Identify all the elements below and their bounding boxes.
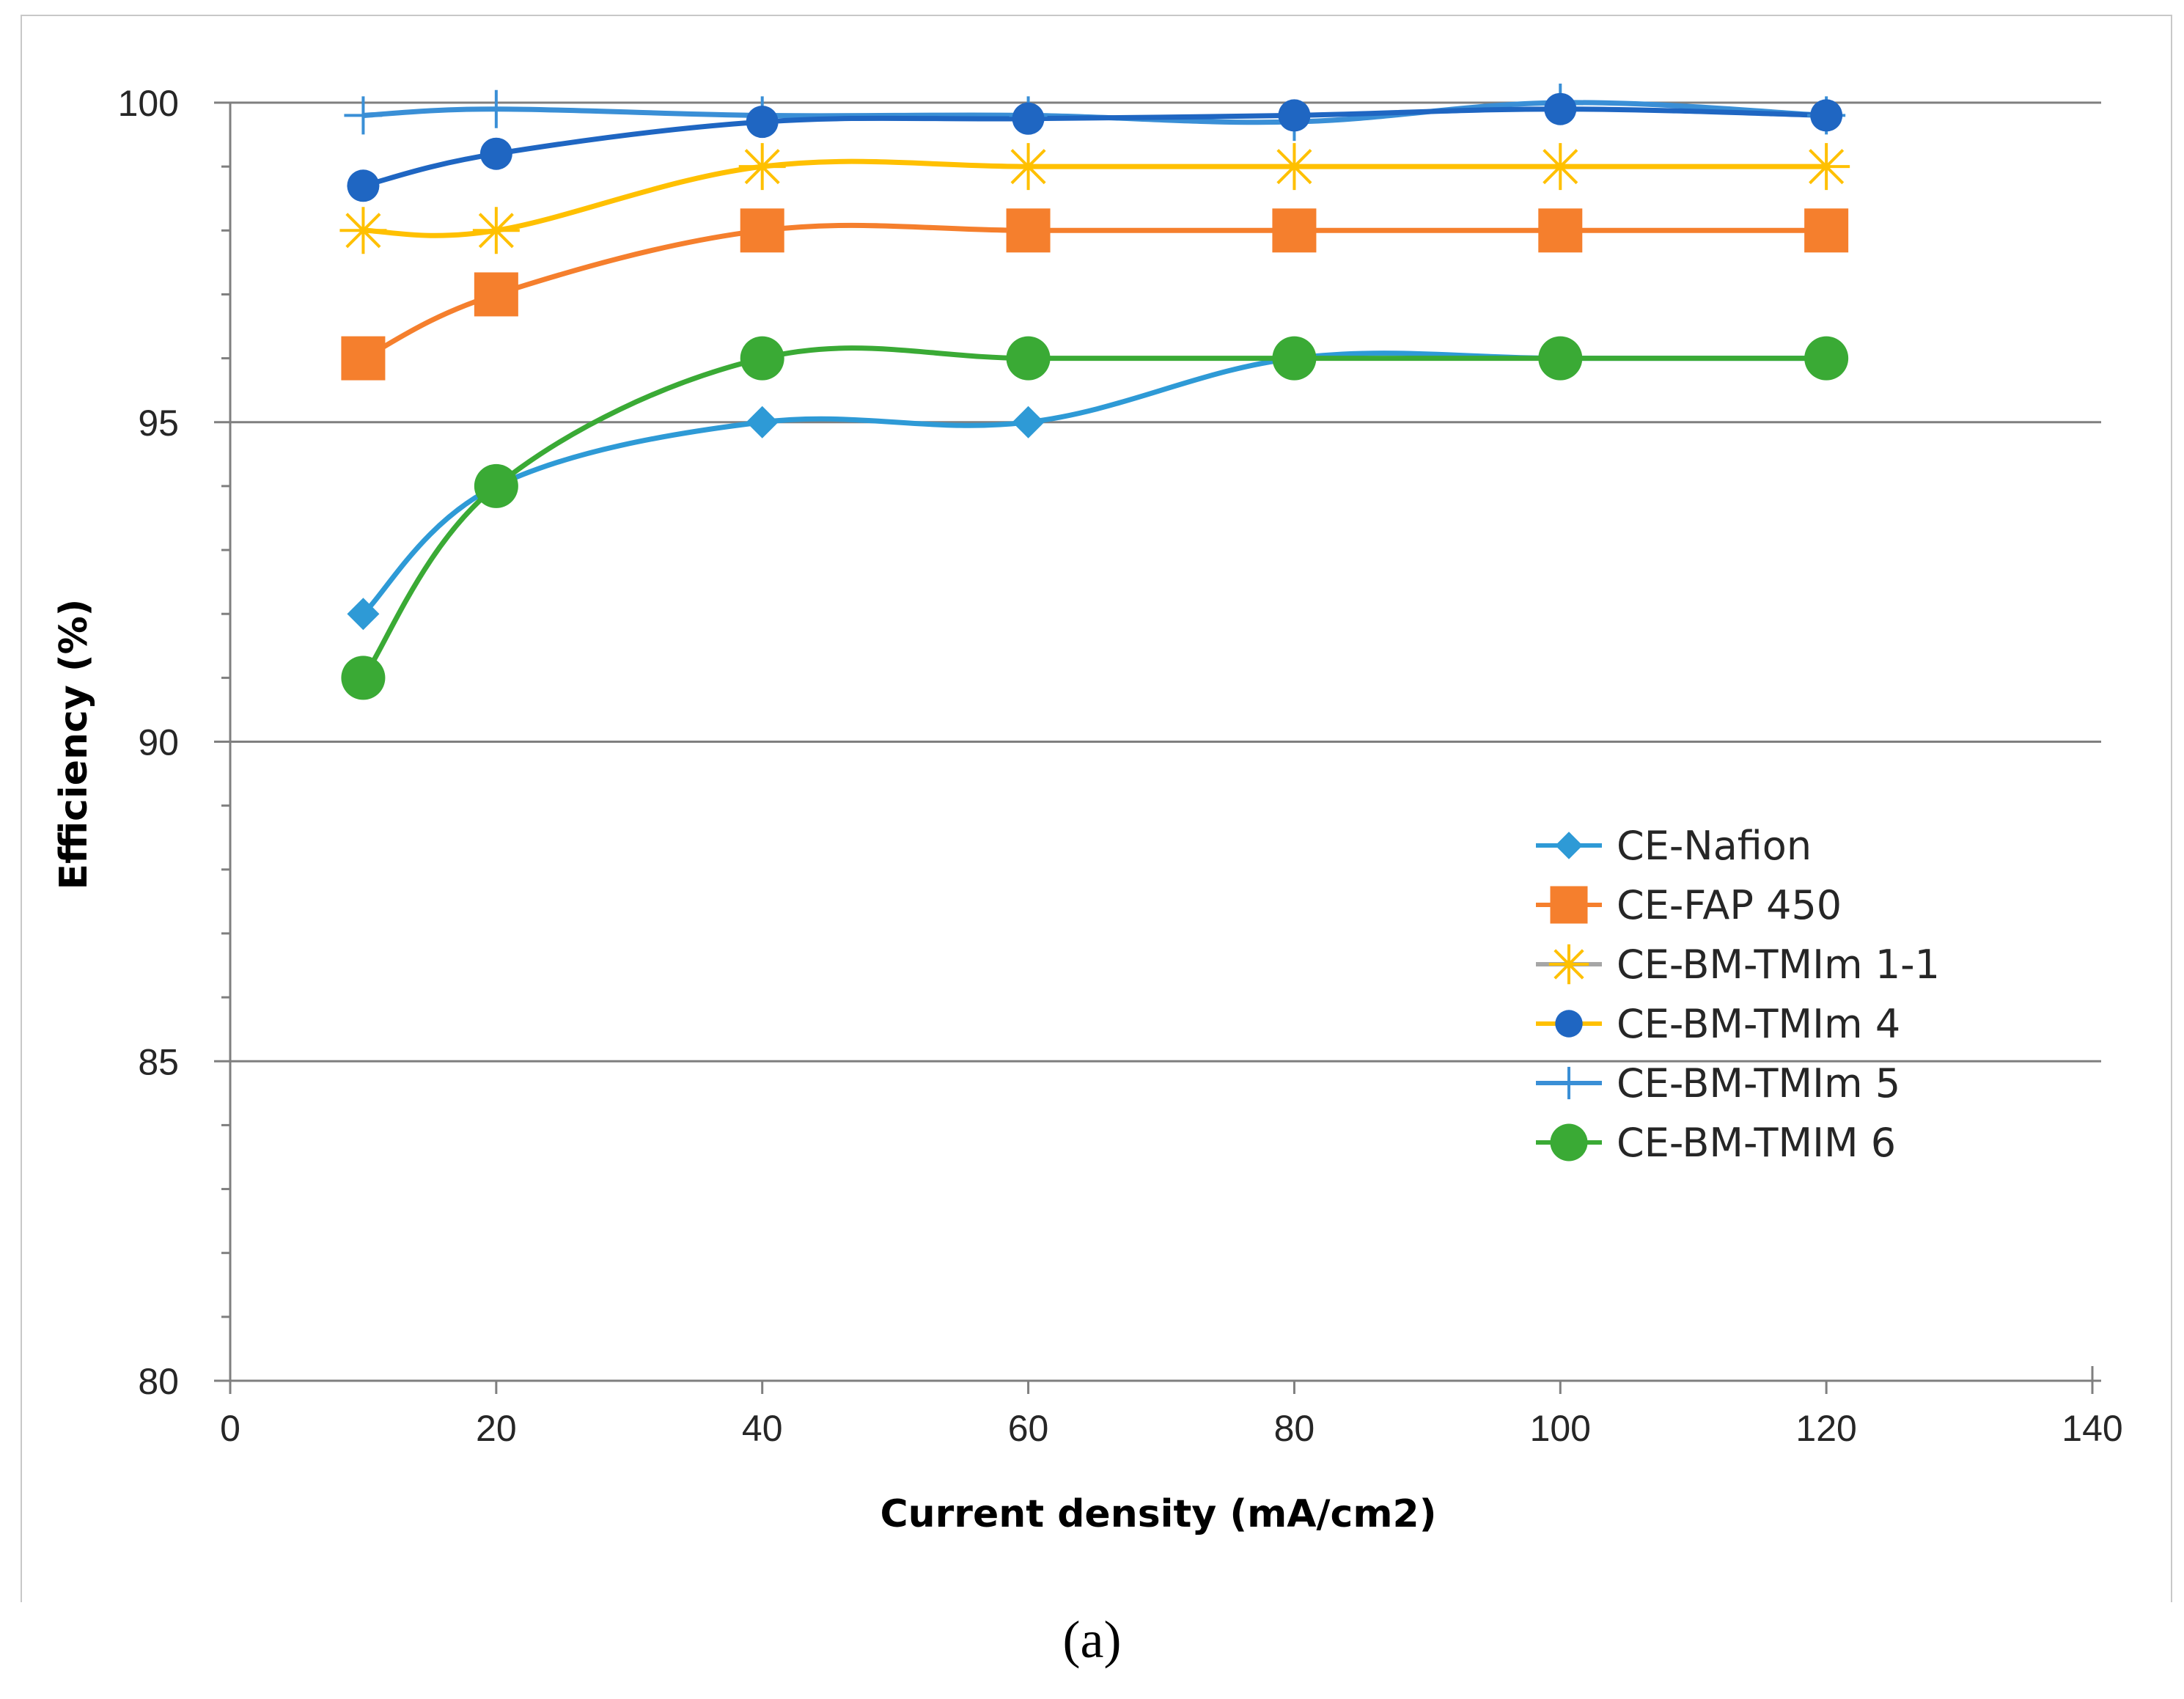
marker-CE-FAP 450-100 — [1538, 208, 1583, 253]
marker-CE-FAP 450-40 — [740, 208, 784, 253]
legend-marker-CE-BM-TMIm 1-1 — [1548, 944, 1589, 985]
gridlines — [230, 101, 2092, 1063]
y-tick-label-100: 100 — [118, 83, 179, 124]
x-tick-label-0: 0 — [220, 1408, 240, 1449]
legend-label-CE-Nafion: CE-Nafion — [1617, 823, 1812, 869]
marker-CE-BM-TMIm 5-20 — [477, 89, 515, 128]
marker-CE-BM-TMIM 6-80 — [1272, 336, 1317, 381]
star-arm — [1276, 149, 1312, 185]
star-arm — [1010, 149, 1046, 185]
marker-CE-BM-TMIM 6-10 — [341, 656, 386, 700]
marker-CE-Nafion-40 — [746, 406, 779, 438]
legend-marker-CE-FAP 450 — [1550, 886, 1588, 924]
legend-label-CE-FAP 450: CE-FAP 450 — [1617, 882, 1842, 928]
series-line-CE-BM-TMIM 6 — [361, 345, 1827, 680]
chart-frame — [21, 15, 2172, 1602]
star-arm — [1543, 149, 1578, 185]
marker-CE-BM-TMIm 1-1-120 — [1803, 143, 1850, 191]
marker-CE-BM-TMIm 1-1-80 — [1271, 143, 1318, 191]
marker-CE-BM-TMIm 4-60 — [1012, 102, 1045, 135]
legend-label-CE-BM-TMIm 4: CE-BM-TMIm 4 — [1617, 1001, 1900, 1047]
legend-label-CE-BM-TMIm 1-1: CE-BM-TMIm 1-1 — [1617, 942, 1940, 988]
y-tick-label-90: 90 — [138, 722, 179, 763]
legend-marker-CE-BM-TMIm 5 — [1552, 1066, 1586, 1100]
legend: CE-Nafion CE-FAP 450 CE-BM-TMIm 1-1 CE-BM-T… — [1536, 823, 1940, 1166]
figure-caption: (a) — [1062, 1610, 1122, 1669]
marker-CE-BM-TMIm 4-100 — [1544, 92, 1577, 125]
marker-CE-BM-TMIM 6-120 — [1804, 336, 1849, 381]
marker-CE-BM-TMIM 6-100 — [1538, 336, 1583, 381]
marker-CE-BM-TMIm 1-1-60 — [1004, 143, 1052, 191]
series-markers — [339, 84, 1850, 700]
series-line-CE-BM-TMIm 4 — [362, 106, 1827, 188]
legend-marker-CE-BM-TMIm 4 — [1555, 1010, 1583, 1038]
star-arm — [478, 213, 514, 249]
series-line-CE-Nafion — [361, 351, 1827, 616]
marker-CE-FAP 450-60 — [1006, 208, 1051, 253]
legend-label-CE-BM-TMIm 5: CE-BM-TMIm 5 — [1617, 1060, 1900, 1107]
marker-CE-BM-TMIM 6-20 — [474, 463, 518, 508]
marker-CE-BM-TMIM 6-40 — [740, 336, 784, 381]
star-arm — [345, 213, 381, 249]
marker-CE-FAP 450-10 — [341, 336, 386, 381]
x-tick-label-140: 140 — [2062, 1408, 2122, 1449]
marker-CE-FAP 450-20 — [474, 272, 518, 317]
x-tick-label-120: 120 — [1795, 1408, 1856, 1449]
marker-CE-BM-TMIm 5-10 — [344, 96, 383, 135]
series-line-CE-BM-TMIm 1-1 — [363, 158, 1827, 238]
x-tick-label-60: 60 — [1008, 1408, 1049, 1449]
marker-CE-BM-TMIm 4-40 — [746, 106, 779, 139]
marker-CE-BM-TMIm 1-1-40 — [738, 143, 786, 191]
marker-CE-BM-TMIm 1-1-20 — [472, 207, 520, 254]
marker-CE-BM-TMIm 1-1-100 — [1537, 143, 1584, 191]
star-arm — [1809, 149, 1845, 185]
x-tick-label-20: 20 — [476, 1408, 517, 1449]
axes — [214, 101, 2101, 1394]
legend-marker-CE-Nafion — [1555, 832, 1583, 859]
marker-CE-Nafion-10 — [347, 598, 380, 631]
marker-CE-BM-TMIm 4-120 — [1810, 99, 1843, 132]
legend-marker-CE-BM-TMIM 6 — [1550, 1123, 1588, 1162]
marker-CE-FAP 450-80 — [1272, 208, 1317, 253]
y-tick-label-95: 95 — [138, 403, 179, 444]
marker-CE-BM-TMIm 4-80 — [1278, 99, 1311, 132]
y-axis-title: Efficiency (%) — [52, 599, 96, 890]
tick-labels: 0 20 40 60 80 100 120 140 80 85 90 95 100 — [118, 83, 2123, 1449]
y-tick-label-85: 85 — [138, 1041, 179, 1082]
legend-label-CE-BM-TMIM 6: CE-BM-TMIM 6 — [1617, 1120, 1896, 1166]
star-arm — [1554, 949, 1584, 980]
marker-CE-BM-TMIm 1-1-10 — [339, 207, 387, 254]
x-axis-title: Current density (mA/cm2) — [880, 1492, 1436, 1536]
star-arm — [744, 149, 780, 185]
x-tick-label-80: 80 — [1274, 1408, 1315, 1449]
marker-CE-FAP 450-120 — [1804, 208, 1849, 253]
series-line-CE-FAP 450 — [361, 222, 1827, 361]
marker-CE-Nafion-60 — [1012, 406, 1045, 438]
series-lines — [361, 100, 1827, 680]
marker-CE-BM-TMIm 4-20 — [479, 137, 512, 170]
x-tick-label-40: 40 — [742, 1408, 783, 1449]
marker-CE-BM-TMIm 4-10 — [347, 169, 380, 202]
marker-CE-BM-TMIM 6-60 — [1006, 336, 1051, 381]
y-tick-label-80: 80 — [138, 1361, 179, 1402]
x-tick-label-100: 100 — [1530, 1408, 1591, 1449]
